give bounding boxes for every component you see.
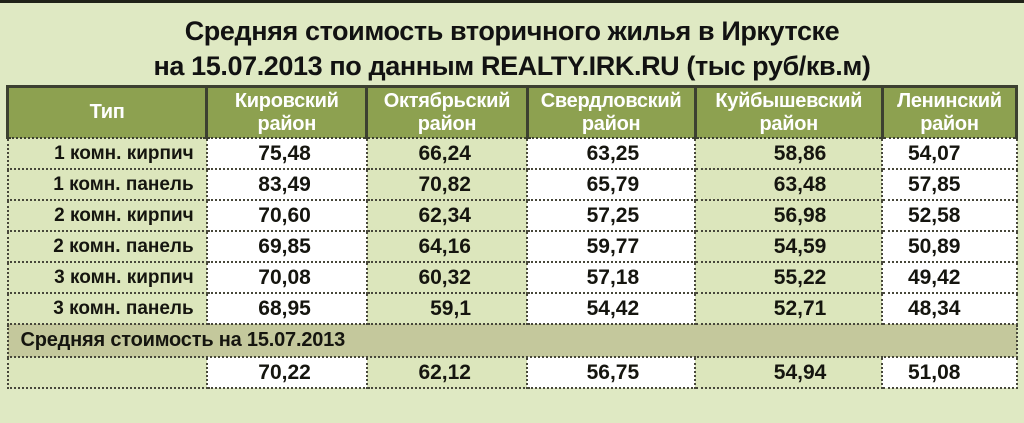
row-label: 2 комн. кирпич — [6, 199, 208, 232]
price-cell: 60,32 — [365, 261, 529, 294]
price-cell: 56,75 — [525, 356, 697, 389]
row-label: 3 комн. кирпич — [6, 261, 208, 294]
price-cell: 57,85 — [881, 168, 1018, 201]
row-label: 1 комн. панель — [6, 168, 208, 201]
row-label: 2 комн. панель — [6, 230, 208, 263]
row-label: 1 комн. кирпич — [6, 137, 208, 170]
price-cell: 57,25 — [525, 199, 697, 232]
price-cell: 70,22 — [205, 356, 368, 389]
average-row: 70,22 62,12 56,75 54,94 51,08 — [6, 356, 1018, 389]
column-header-type: Тип — [5, 85, 209, 139]
row-label — [6, 356, 208, 389]
price-cell: 59,77 — [525, 230, 697, 263]
price-cell: 55,22 — [694, 261, 884, 294]
price-cell: 69,85 — [205, 230, 368, 263]
price-table: Тип Кировский район Октябрьский район Св… — [5, 85, 1019, 389]
price-cell: 54,42 — [525, 292, 697, 325]
column-header-kuybyshevsky: Куйбышевский район — [693, 85, 884, 139]
price-cell: 66,24 — [365, 137, 529, 170]
header-row: Тип Кировский район Октябрьский район Св… — [5, 85, 1019, 139]
table-row: 2 комн. кирпич 70,60 62,34 57,25 56,98 5… — [6, 199, 1018, 232]
price-cell: 63,25 — [525, 137, 697, 170]
price-cell: 51,08 — [881, 356, 1018, 389]
price-cell: 52,58 — [881, 199, 1018, 232]
column-header-sverdlovsky: Свердловский район — [525, 85, 697, 139]
price-cell: 70,82 — [365, 168, 529, 201]
title-line-1: Средняя стоимость вторичного жилья в Ирк… — [184, 16, 840, 46]
table-row: 2 комн. панель 69,85 64,16 59,77 54,59 5… — [6, 230, 1018, 263]
price-cell: 48,34 — [881, 292, 1018, 325]
price-cell: 62,12 — [365, 356, 529, 389]
price-cell: 68,95 — [205, 292, 368, 325]
title-line-2: на 15.07.2013 по данным REALTY.IRK.RU (т… — [153, 51, 871, 81]
table-row: 3 комн. панель 68,95 59,1 54,42 52,71 48… — [6, 292, 1018, 325]
price-cell: 54,59 — [694, 230, 884, 263]
price-cell: 59,1 — [365, 292, 529, 325]
price-cell: 65,79 — [525, 168, 697, 201]
price-cell: 57,18 — [525, 261, 697, 294]
price-cell: 50,89 — [881, 230, 1018, 263]
row-label: 3 комн. панель — [6, 292, 208, 325]
price-cell: 70,60 — [205, 199, 368, 232]
price-cell: 56,98 — [694, 199, 884, 232]
table-row: 3 комн. кирпич 70,08 60,32 57,18 55,22 4… — [6, 261, 1018, 294]
price-cell: 62,34 — [365, 199, 529, 232]
price-cell: 63,48 — [694, 168, 884, 201]
price-cell: 64,16 — [365, 230, 529, 263]
table-row: 1 комн. кирпич 75,48 66,24 63,25 58,86 5… — [6, 137, 1018, 170]
price-cell: 58,86 — [694, 137, 884, 170]
price-cell: 54,07 — [881, 137, 1018, 170]
page-title: Средняя стоимость вторичного жилья в Ирк… — [0, 3, 1024, 84]
column-header-leninsky: Ленинский район — [880, 85, 1019, 139]
price-cell: 70,08 — [205, 261, 368, 294]
price-cell: 83,49 — [205, 168, 368, 201]
price-cell: 75,48 — [205, 137, 368, 170]
table-row: 1 комн. панель 83,49 70,82 65,79 63,48 5… — [6, 168, 1018, 201]
column-header-oktyabrsky: Октябрьский район — [365, 85, 529, 139]
price-cell: 49,42 — [881, 261, 1018, 294]
column-header-kirovsky: Кировский район — [205, 85, 369, 139]
summary-band-row: Средняя стоимость на 15.07.2013 — [6, 323, 1018, 358]
summary-band-label: Средняя стоимость на 15.07.2013 — [6, 323, 1018, 358]
price-cell: 54,94 — [694, 356, 884, 389]
price-cell: 52,71 — [694, 292, 884, 325]
